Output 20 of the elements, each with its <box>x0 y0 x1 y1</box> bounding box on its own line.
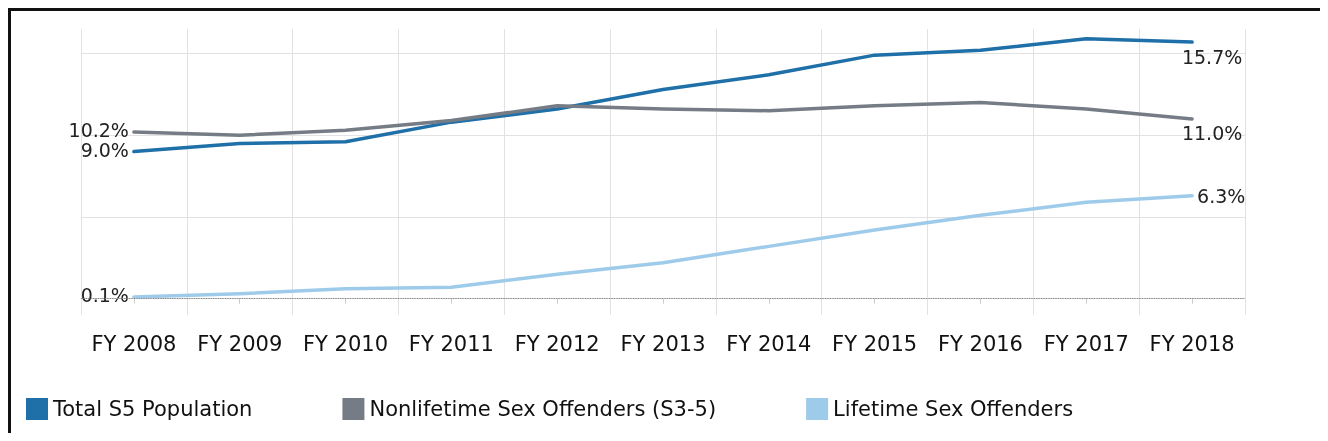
x-tick-label: FY 2012 <box>514 331 600 356</box>
data-label: 6.3% <box>1197 184 1246 207</box>
x-tick-label: FY 2013 <box>620 331 706 356</box>
data-label: 9.0% <box>80 138 129 161</box>
legend-label: Lifetime Sex Offenders <box>833 397 1074 421</box>
x-tick-label: FY 2010 <box>303 331 389 356</box>
x-tick-label: FY 2018 <box>1149 331 1235 356</box>
x-tick-label: FY 2015 <box>832 331 918 356</box>
x-tick-label: FY 2017 <box>1043 331 1129 356</box>
x-tick-label: FY 2014 <box>726 331 812 356</box>
x-tick-label: FY 2008 <box>91 331 177 356</box>
legend-label: Total S5 Population <box>52 397 253 421</box>
data-label: 0.1% <box>80 284 129 307</box>
data-label: 10.2% <box>68 118 129 141</box>
data-label: 15.7% <box>1181 45 1243 68</box>
x-tick-label: FY 2011 <box>408 331 494 356</box>
x-tick-label: FY 2016 <box>937 331 1023 356</box>
x-tick-label: FY 2009 <box>197 331 283 356</box>
legend-label: Nonlifetime Sex Offenders (S3-5) <box>369 397 717 421</box>
data-label: 11.0% <box>1181 122 1243 145</box>
